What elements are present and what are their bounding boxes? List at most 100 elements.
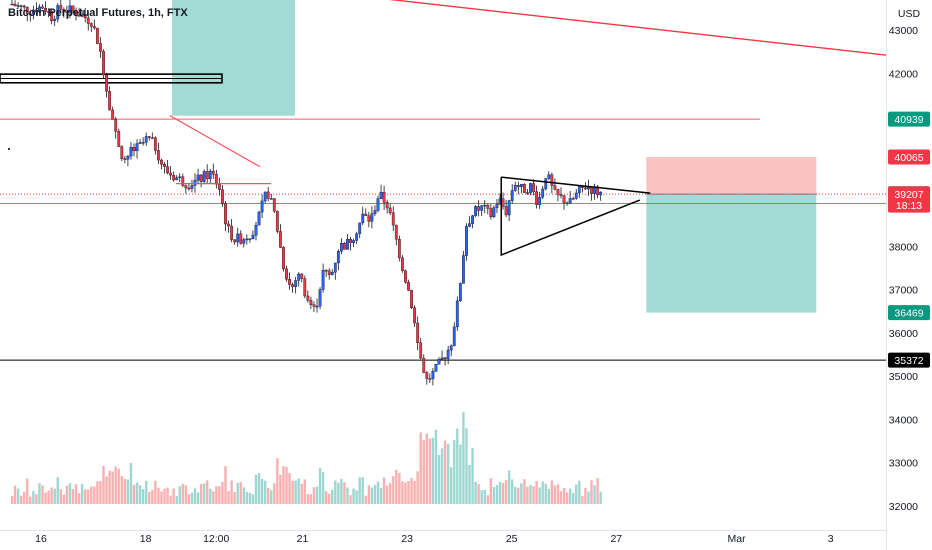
volume-bar xyxy=(434,429,438,504)
volume-bar xyxy=(260,478,264,504)
volume-bar xyxy=(215,486,218,504)
volume-bar xyxy=(480,490,483,504)
y-tick-label: 38000 xyxy=(889,241,918,253)
long-position-box[interactable] xyxy=(172,0,295,116)
volume-bar xyxy=(56,477,59,504)
time-axis[interactable]: 16 18 12:00 21 23 25 27 Mar 3 xyxy=(0,530,886,546)
candle xyxy=(336,251,340,264)
wedge-upper-line[interactable] xyxy=(169,115,261,168)
volume-bar xyxy=(355,490,358,504)
volume-bar xyxy=(242,487,245,504)
candle xyxy=(123,158,127,160)
volume-bar xyxy=(587,491,590,504)
candle xyxy=(114,119,118,132)
volume-bar xyxy=(184,485,188,504)
candle xyxy=(413,307,416,324)
volume-bar xyxy=(489,478,493,504)
triangle-resistance[interactable] xyxy=(501,176,651,194)
candle xyxy=(428,378,432,380)
plot-area[interactable] xyxy=(0,0,886,504)
volume-bar xyxy=(520,483,523,504)
y-tick-label: 32000 xyxy=(889,501,918,513)
candle xyxy=(486,204,490,209)
candle xyxy=(407,282,410,291)
volume-bar xyxy=(129,463,133,504)
candle xyxy=(370,213,374,222)
candle xyxy=(410,290,413,308)
candle xyxy=(28,13,32,16)
volume-bar xyxy=(181,484,184,504)
volume-bar xyxy=(459,444,462,504)
candle xyxy=(480,205,484,211)
volume-bar xyxy=(19,495,23,504)
volume-bar xyxy=(568,488,572,504)
volume-bar xyxy=(47,490,50,504)
candle xyxy=(105,74,108,92)
take-profit-zone[interactable] xyxy=(646,194,817,313)
volume-bar xyxy=(529,484,532,504)
volume-bar xyxy=(486,495,489,504)
x-tick-label: Mar xyxy=(728,533,747,545)
candle xyxy=(10,3,14,6)
volume-bar xyxy=(532,486,535,504)
volume-bars xyxy=(10,412,602,504)
candle xyxy=(144,136,148,143)
candle xyxy=(324,270,328,272)
triangle-support[interactable] xyxy=(500,177,641,257)
volume-bar xyxy=(303,479,306,504)
candle xyxy=(71,5,75,11)
volume-bar xyxy=(77,493,81,504)
volume-bar xyxy=(504,480,508,504)
y-tick-label: 35000 xyxy=(889,371,918,383)
volume-bar xyxy=(102,465,105,504)
candle xyxy=(440,357,444,360)
candle xyxy=(574,192,578,199)
volume-bar xyxy=(196,492,200,504)
candle xyxy=(449,345,453,351)
candle xyxy=(333,262,337,273)
volume-bar xyxy=(337,482,340,504)
candle xyxy=(358,222,362,234)
volume-bar xyxy=(74,484,78,504)
volume-bar xyxy=(175,496,178,504)
volume-bar xyxy=(370,487,374,504)
candle xyxy=(47,11,51,13)
descending-trendline[interactable] xyxy=(377,0,886,56)
volume-bar xyxy=(41,485,44,504)
candle xyxy=(147,136,151,138)
volume-bar xyxy=(120,476,123,504)
candle xyxy=(294,280,298,287)
volume-bar xyxy=(80,484,84,504)
candle xyxy=(260,200,264,213)
volume-bar xyxy=(62,494,66,504)
volume-bar xyxy=(251,494,255,504)
candle xyxy=(288,279,291,285)
candle xyxy=(587,186,590,190)
candle xyxy=(89,23,93,27)
candle xyxy=(160,159,163,165)
candle xyxy=(245,238,249,241)
stop-loss-zone[interactable] xyxy=(646,157,817,195)
candle xyxy=(178,176,182,178)
candle xyxy=(50,11,54,22)
candle xyxy=(108,91,112,111)
y-tick-label: 37000 xyxy=(889,285,918,297)
candle xyxy=(529,183,532,193)
candle xyxy=(199,174,203,182)
volume-bar xyxy=(324,491,328,504)
price-axis[interactable]: USD 32000 33000 34000 35000 36000 37000 38000 39… xyxy=(886,0,932,550)
volume-bar xyxy=(16,488,20,504)
volume-bar xyxy=(599,491,602,504)
volume-bar xyxy=(407,481,410,504)
volume-bar xyxy=(544,483,547,504)
candle xyxy=(568,198,572,204)
candlesticks[interactable] xyxy=(10,0,603,386)
candle xyxy=(401,257,404,271)
volume-bar xyxy=(514,486,517,504)
volume-bar xyxy=(425,433,428,504)
candle xyxy=(25,6,29,15)
volume-bar xyxy=(309,494,313,504)
candle xyxy=(95,27,99,44)
